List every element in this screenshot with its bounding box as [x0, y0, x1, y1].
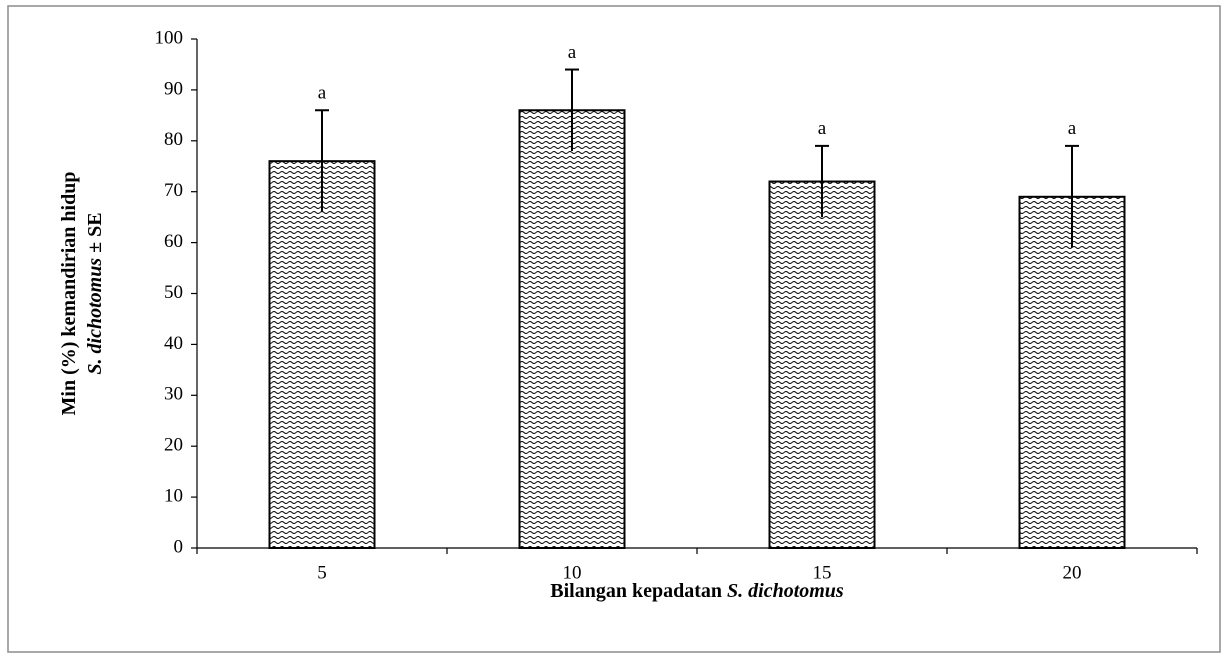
- bar: [768, 180, 876, 550]
- y-tick-label: 10: [164, 485, 183, 506]
- x-tick-label: 10: [563, 562, 582, 583]
- y-axis-title-part: ± SE: [84, 212, 106, 252]
- x-axis-title: Bilangan kepadatan S. dichotomus: [550, 580, 844, 602]
- annotation: a: [1068, 118, 1077, 139]
- y-axis-title: Min (%) kemandirian hidup S. dichotomus ± …: [58, 172, 106, 416]
- x-tick-label: 5: [317, 562, 327, 583]
- y-axis-title-part: Min (%) kemandirian hidup: [58, 172, 80, 416]
- y-tick-label: 90: [164, 78, 183, 99]
- y-axis-title-line: S. dichotomus ± SE: [84, 212, 106, 374]
- annotation: a: [318, 83, 327, 104]
- x-axis-title-part: S. dichotomus: [727, 580, 844, 602]
- y-tick-label: 0: [174, 536, 184, 557]
- y-tick-label: 70: [164, 180, 183, 201]
- y-tick-label: 80: [164, 129, 183, 150]
- y-tick-label: 50: [164, 282, 183, 303]
- y-tick-label: 60: [164, 231, 183, 252]
- x-tick-label: 15: [813, 562, 832, 583]
- y-tick-label: 20: [164, 435, 183, 456]
- bar: [1018, 195, 1126, 549]
- y-tick-label: 100: [155, 27, 184, 48]
- y-tick-label: 30: [164, 384, 183, 405]
- annotation: a: [818, 118, 827, 139]
- y-axis-title-line: Min (%) kemandirian hidup: [58, 172, 80, 416]
- bar: [268, 160, 376, 549]
- annotation: a: [568, 42, 577, 63]
- y-tick-label: 40: [164, 333, 183, 354]
- x-tick-label: 20: [1063, 562, 1082, 583]
- bar: [518, 109, 626, 549]
- y-axis-title-part: S. dichotomus: [84, 258, 106, 375]
- x-axis-title-part: Bilangan kepadatan: [550, 580, 722, 602]
